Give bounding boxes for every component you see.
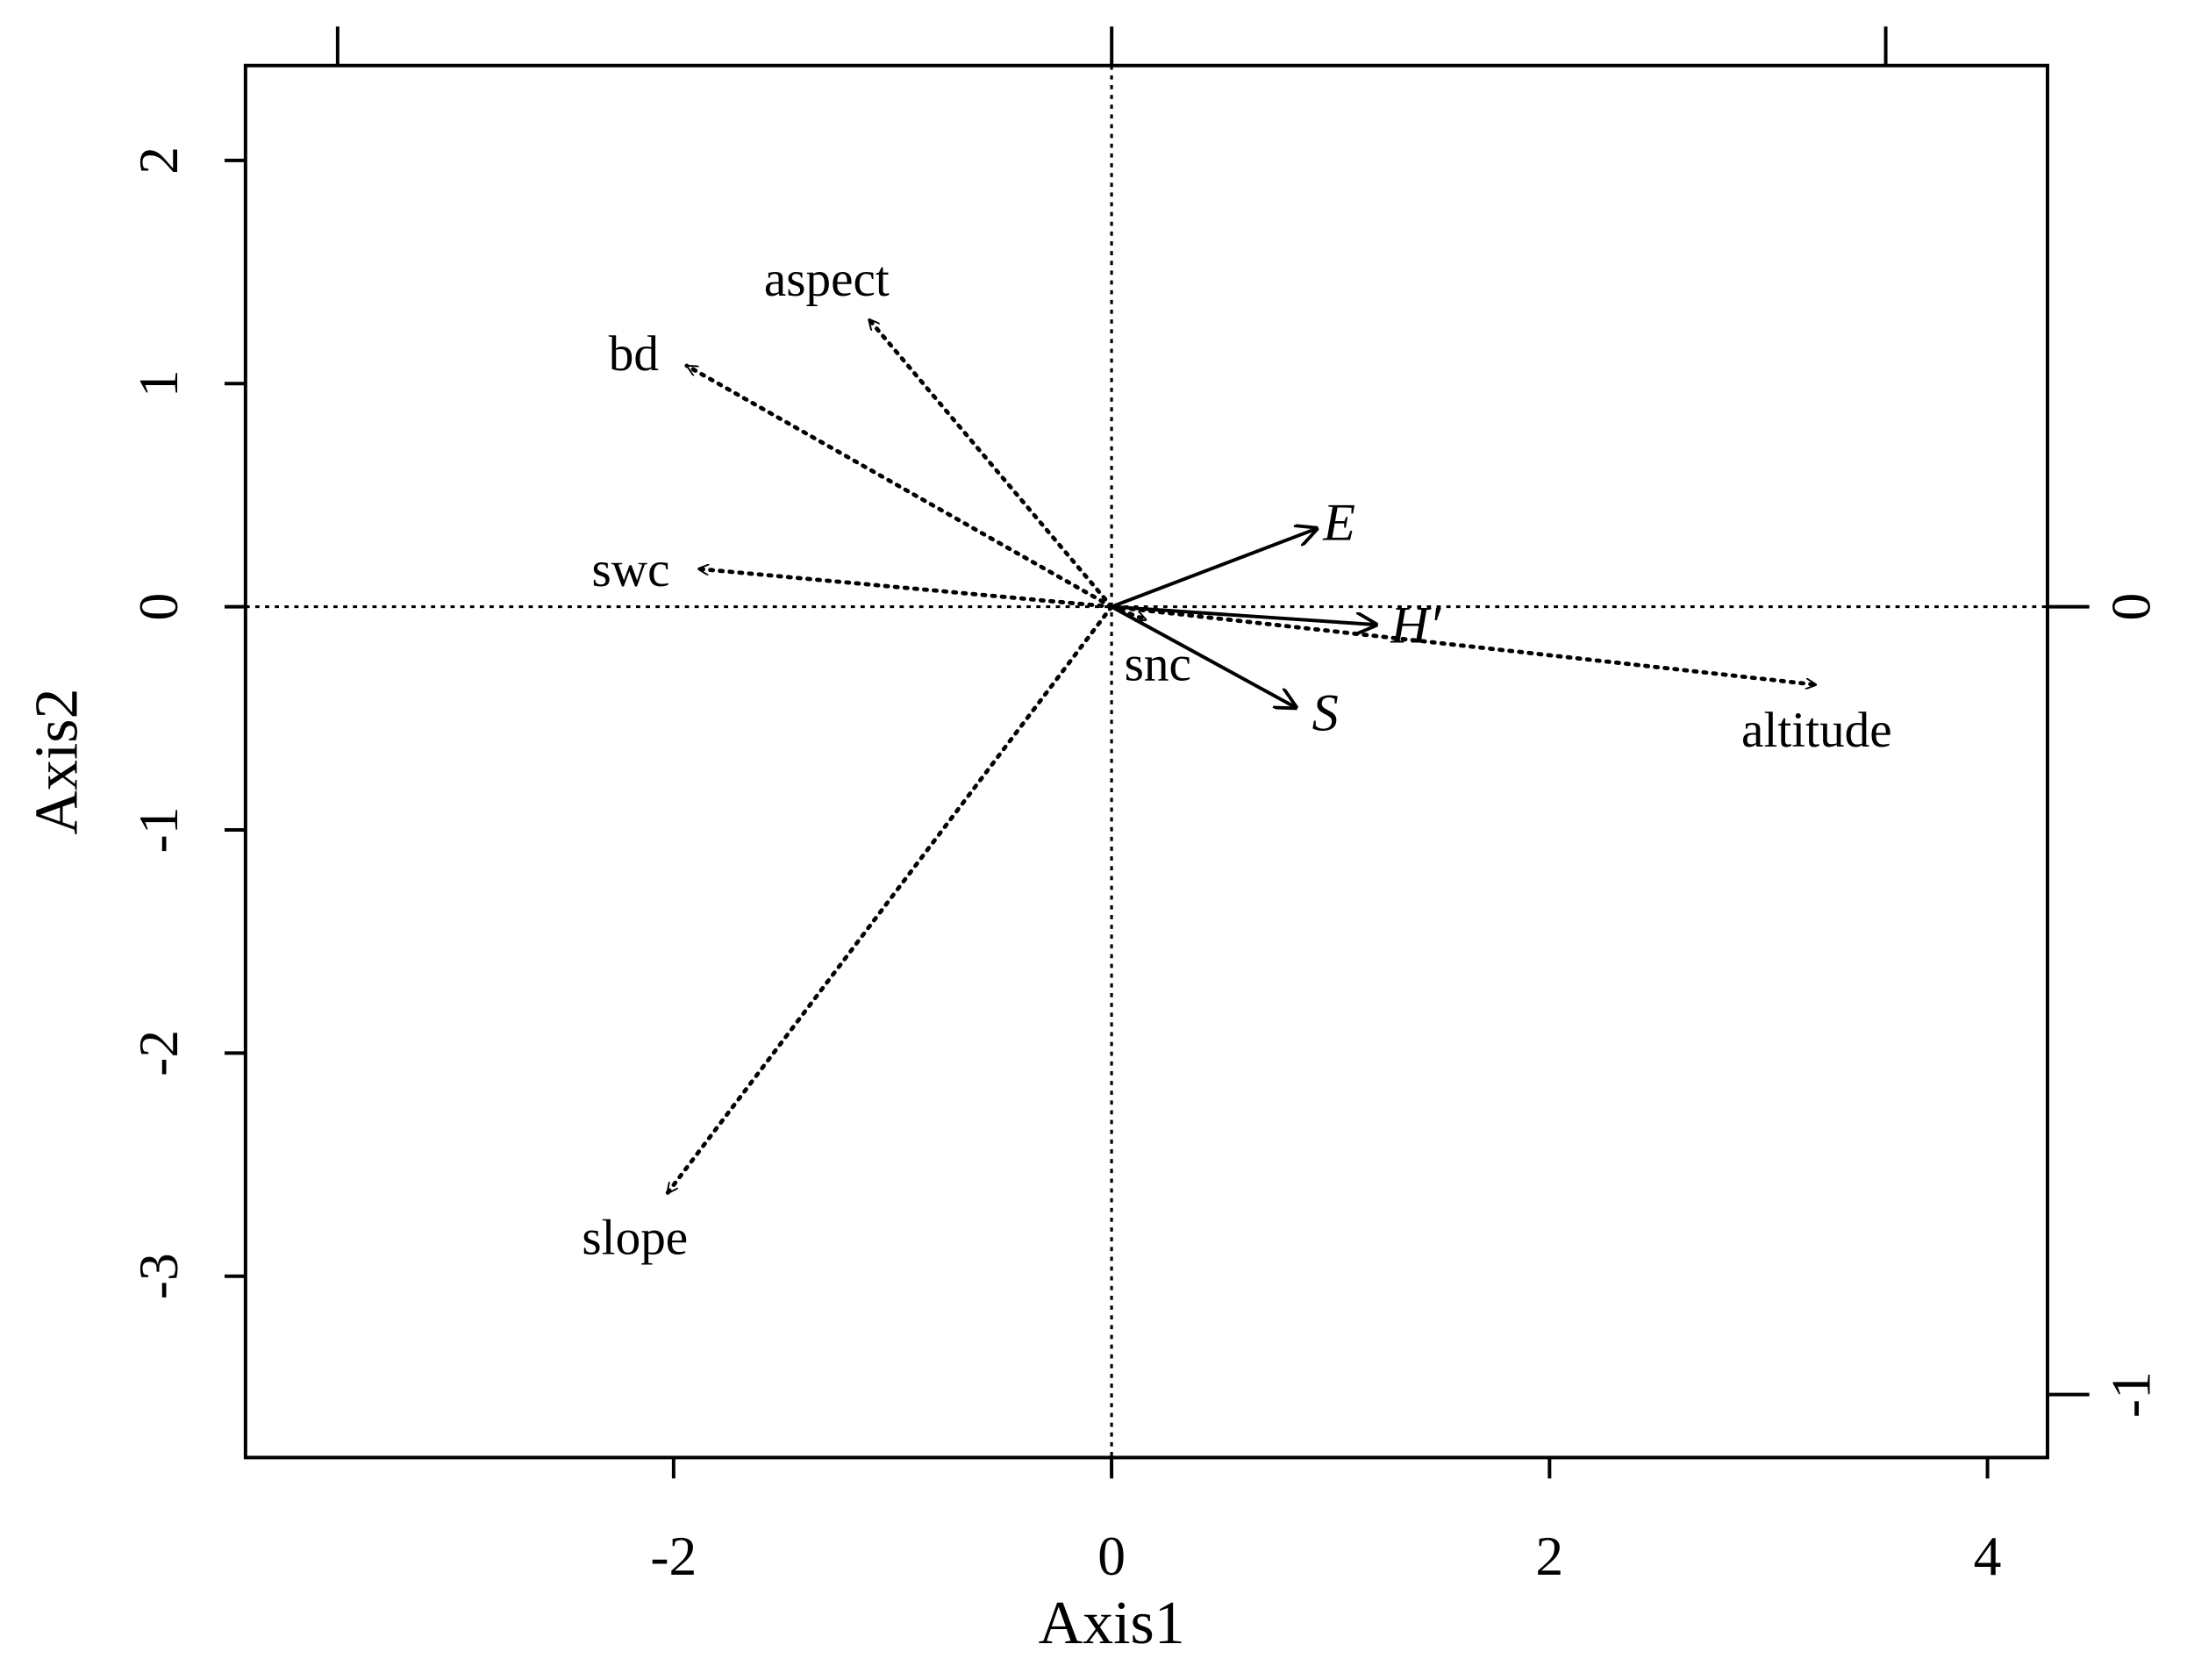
x-tick-label: 4 (1974, 1525, 2002, 1587)
y-tick-label: -2 (127, 1030, 189, 1076)
env-arrow (1109, 604, 1819, 685)
x-axis-label: Axis1 (1039, 1590, 1185, 1657)
y2-tick-label: -1 (2099, 1371, 2162, 1418)
env-label: aspect (764, 252, 890, 307)
x-tick-label: 2 (1535, 1525, 1563, 1587)
y-tick-label: 1 (127, 369, 189, 397)
species-label: H′ (1390, 596, 1441, 654)
env-arrow (695, 568, 1114, 609)
y-tick-label: 0 (127, 593, 189, 621)
species-label: S (1312, 683, 1339, 742)
x-tick-label: 0 (1097, 1525, 1126, 1587)
env-label: bd (609, 326, 659, 382)
y-tick-label: -1 (127, 806, 189, 853)
env-label: swc (592, 542, 670, 597)
env-arrow (1109, 604, 1149, 623)
species-label: E (1322, 494, 1355, 553)
env-arrow (866, 317, 1114, 609)
species-arrow (1111, 604, 1378, 626)
y2-tick-label: 0 (2099, 593, 2162, 621)
env-arrow (664, 604, 1114, 1196)
plot-frame (243, 63, 2049, 1460)
env-label: slope (582, 1210, 688, 1265)
env-arrow (684, 363, 1114, 609)
x-tick-label: -2 (650, 1525, 697, 1587)
species-arrow (1111, 528, 1319, 609)
species-arrow (1111, 604, 1297, 709)
y-tick-label: -3 (127, 1253, 189, 1299)
y-tick-label: 2 (127, 147, 189, 175)
y-axis-label: Axis2 (24, 689, 91, 835)
env-label: altitude (1741, 703, 1892, 758)
